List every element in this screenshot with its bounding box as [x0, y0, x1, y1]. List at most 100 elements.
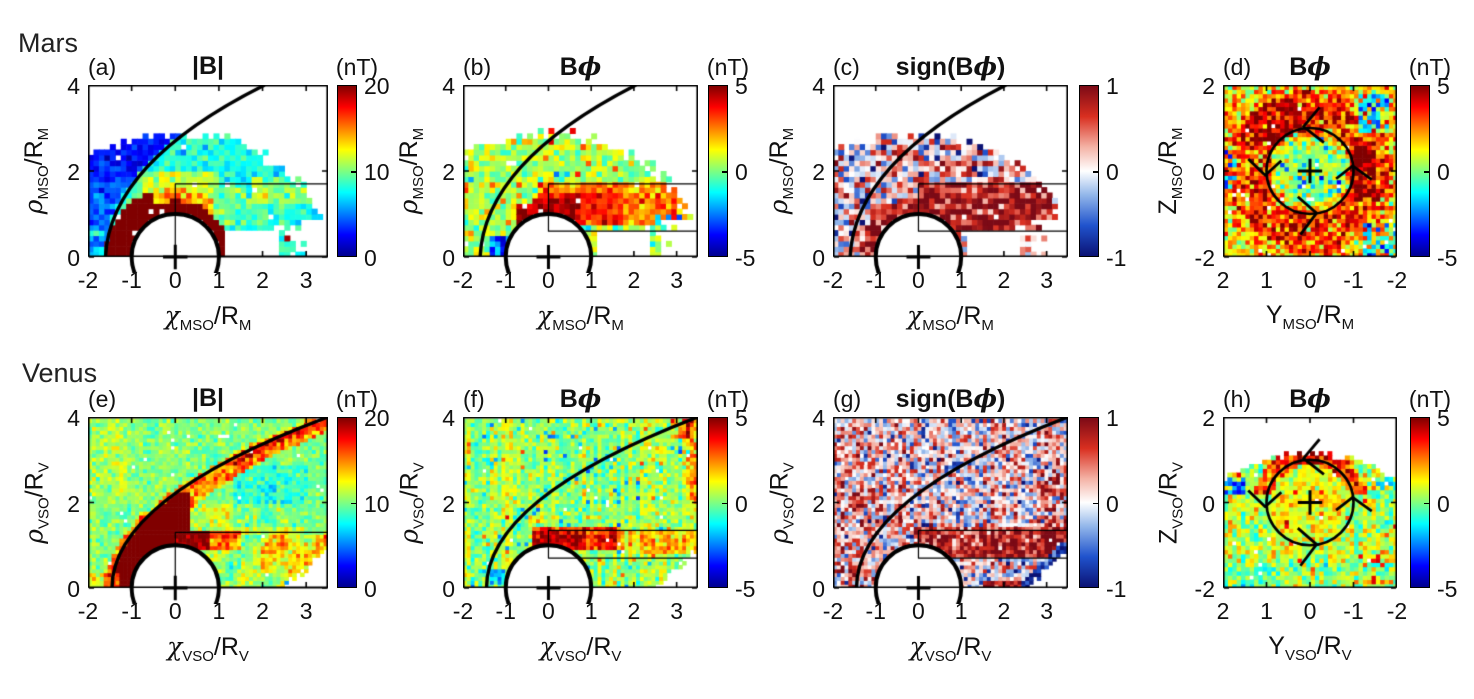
label-segment: VSO [1169, 496, 1186, 529]
panel-h-y-axis-label: ZVSO/RV [1154, 417, 1188, 588]
label-segment: M [1341, 316, 1355, 333]
colorbar-tick-label: 0 [1437, 159, 1450, 185]
x-tick-label: 0 [1303, 598, 1317, 624]
panel-c-letter: (c) [833, 54, 860, 80]
label-segment: ρ [394, 528, 423, 544]
x-tick-label: 0 [1303, 267, 1317, 293]
label-segment: /R [1316, 632, 1342, 660]
y-tick-label: 0 [442, 245, 455, 271]
panel-f-heatmap [463, 417, 698, 604]
x-tick-label: 3 [670, 598, 684, 624]
x-tick-label: 1 [1260, 598, 1273, 624]
x-tick-label: 3 [299, 598, 313, 624]
label-segment: /R [395, 140, 423, 166]
colorbar-tick-label: 1 [1106, 73, 1119, 99]
colorbar-tick-label: 0 [735, 159, 748, 185]
label-segment: /R [20, 471, 48, 497]
panel-d-colorbar [1410, 85, 1430, 257]
label-segment: V [981, 648, 992, 665]
panel-b-heatmap [463, 85, 698, 273]
panel-h-title: Bϕ [1223, 384, 1397, 414]
label-segment: V [780, 461, 797, 472]
x-tick-label: 2 [256, 598, 269, 624]
colorbar-unit-label: (nT) [335, 386, 379, 412]
label-segment: M [611, 317, 624, 334]
panel-g-x-axis-label: χVSO/RV [833, 632, 1068, 665]
label-segment: ) [997, 53, 1006, 81]
label-segment: MSO [1282, 316, 1317, 333]
label-segment: χ [907, 301, 923, 330]
y-tick-label: 2 [812, 490, 825, 517]
x-tick-label: 3 [299, 267, 313, 293]
panel-f-x-axis-label: χVSO/RV [463, 632, 698, 665]
panel-e-letter: (e) [88, 386, 117, 412]
panel-g-title: sign(Bϕ) [833, 384, 1068, 414]
colorbar-unit-label: (nT) [706, 386, 750, 412]
y-tick-label: 4 [442, 73, 455, 99]
y-tick-label: 0 [1202, 159, 1215, 185]
panel-b-colorbar [708, 85, 728, 257]
label-segment: /R [765, 471, 793, 497]
panel-e-y-axis-label: ρVSO/RV [19, 417, 53, 588]
label-segment: V [238, 648, 249, 665]
panel-d-heatmap [1223, 85, 1397, 273]
panel-c-colorbar [1079, 85, 1099, 257]
panel-a-letter: (a) [88, 54, 117, 80]
row-label-venus: Venus [22, 358, 98, 388]
y-tick-label: 2 [1202, 73, 1215, 99]
x-tick-label: -2 [452, 598, 474, 624]
colorbar-tick-label: 5 [1437, 405, 1450, 431]
x-tick-label: -1 [495, 598, 516, 624]
x-tick-label: 1 [954, 598, 968, 624]
x-tick-label: 2 [627, 598, 641, 624]
panel-b-title: Bϕ [463, 52, 698, 82]
label-segment: MSO [179, 317, 214, 334]
panel-e-colorbar [337, 417, 357, 588]
label-segment: ρ [764, 528, 793, 544]
panel-a-title: |B| [88, 52, 328, 81]
y-tick-label: 2 [67, 490, 80, 517]
label-segment: MSO [35, 165, 52, 200]
label-segment: |B| [191, 52, 225, 80]
label-segment: /R [765, 140, 793, 166]
label-segment: VSO [780, 496, 797, 529]
label-segment: V [1169, 461, 1186, 472]
x-tick-label: 1 [212, 267, 226, 293]
y-tick-label: 4 [442, 405, 455, 431]
colorbar-tick-label: -5 [1437, 245, 1458, 271]
x-tick-label: 2 [256, 267, 269, 293]
label-segment: M [35, 127, 52, 141]
label-segment: /R [213, 633, 239, 661]
colorbar-tick-label: 0 [1106, 490, 1119, 517]
label-segment: ϕ [973, 384, 997, 413]
x-tick-label: 2 [1216, 267, 1230, 293]
y-tick-label: 0 [67, 576, 80, 602]
x-tick-label: -1 [865, 598, 886, 624]
x-tick-label: 3 [1040, 267, 1054, 293]
panel-b-y-axis-label: ρMSO/RM [394, 85, 428, 257]
label-segment: B [1289, 385, 1308, 413]
label-segment: Z [1154, 199, 1182, 215]
y-tick-label: 0 [812, 245, 825, 271]
label-segment: VSO [35, 496, 52, 529]
x-tick-label: 0 [542, 598, 555, 624]
colorbar-tick-label: -1 [1106, 576, 1127, 602]
label-segment: sign(B [895, 53, 974, 81]
panel-h-colorbar [1410, 417, 1430, 588]
colorbar-unit-label: (nT) [706, 54, 750, 80]
label-segment: /R [956, 302, 982, 330]
x-tick-label: 1 [584, 267, 598, 293]
x-tick-label: 0 [168, 267, 182, 293]
panel-f-title: Bϕ [463, 384, 698, 414]
panel-a-heatmap [88, 85, 328, 273]
panel-d-x-axis-label: YMSO/RM [1223, 301, 1397, 333]
panel-a-y-axis-label: ρMSO/RM [19, 85, 53, 257]
x-tick-label: 2 [997, 267, 1011, 293]
label-segment: /R [1154, 140, 1182, 166]
x-tick-label: 2 [627, 267, 641, 293]
x-tick-label: -2 [77, 267, 99, 293]
label-segment: M [780, 127, 797, 141]
label-segment: Y [1268, 632, 1285, 660]
panel-b-letter: (b) [463, 54, 492, 80]
label-segment: V [410, 461, 427, 472]
